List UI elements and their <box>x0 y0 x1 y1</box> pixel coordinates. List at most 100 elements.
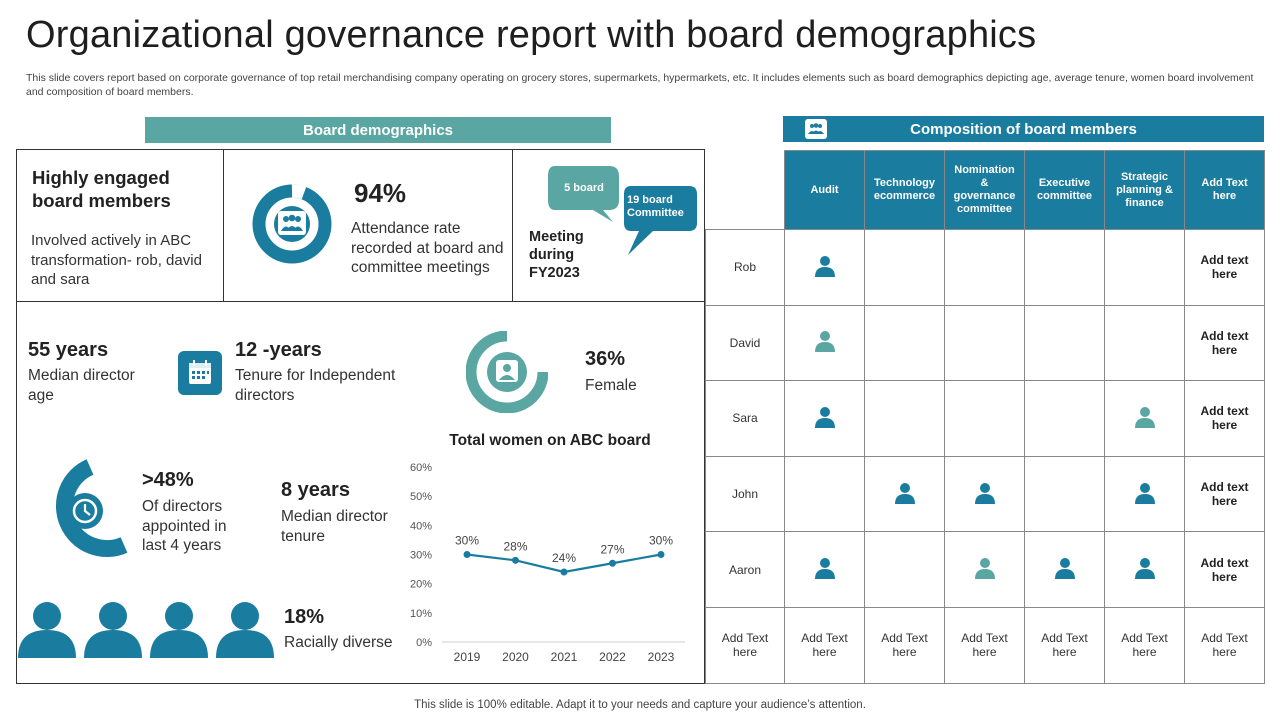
member-icon <box>814 255 836 280</box>
table-row: David Add text here <box>705 304 1265 382</box>
table-row: Aaron Add text here <box>705 531 1265 608</box>
membership-cell <box>944 531 1025 608</box>
member-icon <box>1054 558 1076 582</box>
column-header-label: Audit <box>810 183 839 196</box>
data-label: 28% <box>503 539 527 553</box>
membership-cell <box>784 229 865 306</box>
membership-cell <box>1024 304 1105 382</box>
member-icon <box>974 482 996 507</box>
y-tick-label: 60% <box>410 462 432 474</box>
member-icon <box>814 558 836 582</box>
membership-cell <box>1104 531 1185 608</box>
data-label: 30% <box>649 534 673 548</box>
y-tick-label: 40% <box>410 520 432 532</box>
table-footer-row: Add Text here Add Text here Add Text here A… <box>705 606 1265 684</box>
y-tick-label: 10% <box>410 608 432 620</box>
x-tick-label: 2019 <box>454 650 481 664</box>
board-bubble-icon <box>548 166 619 222</box>
attendance-box: 94% Attendance rate recorded at board an… <box>223 149 513 302</box>
table-row: Sara Add text here <box>705 380 1265 457</box>
member-name: Sara <box>705 380 785 457</box>
add-text-label: Add Text here <box>801 631 848 660</box>
membership-cell <box>1024 531 1105 608</box>
add-text-label: Add text here <box>1200 328 1249 357</box>
membership-cell <box>1104 455 1185 533</box>
column-header-label: Strategic planning & finance <box>1116 170 1173 209</box>
member-icon <box>1134 558 1156 582</box>
x-tick-label: 2021 <box>551 650 578 664</box>
y-tick-label: 30% <box>410 550 432 562</box>
member-name: Rob <box>705 229 785 306</box>
add-text-cell: Add Text here <box>944 606 1025 684</box>
data-point <box>560 568 568 576</box>
column-header: Executive committee <box>1024 150 1105 230</box>
data-point <box>657 551 665 558</box>
group-icon <box>278 211 306 235</box>
page-title: Organizational governance report with bo… <box>26 14 1037 56</box>
attendance-label: Attendance rate recorded at board and co… <box>351 220 504 276</box>
membership-cell <box>864 380 945 457</box>
add-text-cell: Add text here <box>1184 229 1265 306</box>
x-tick-label: 2023 <box>648 650 675 664</box>
membership-cell <box>944 455 1025 533</box>
engaged-box: Highly engaged board members Involved ac… <box>16 149 224 302</box>
membership-cell <box>784 531 865 608</box>
composition-table: Audit Technology ecommerce Nomination & go… <box>705 150 1265 684</box>
committee-bubble-text: 19 board Committee <box>627 194 684 219</box>
column-header-label: Technology ecommerce <box>873 177 936 202</box>
add-text-label: Add Text here <box>1201 631 1248 660</box>
female-label: Female <box>585 377 637 394</box>
composition-header: Composition of board members <box>783 116 1264 142</box>
page-subtitle: This slide covers report based on corpor… <box>26 72 1254 98</box>
add-text-label: Add Text here <box>1041 631 1088 660</box>
composition-header-label: Composition of board members <box>910 120 1137 138</box>
column-header: Nomination & governance committee <box>944 150 1025 230</box>
add-text-label: Add Text here <box>721 631 769 660</box>
add-text-label: Add text here <box>1200 480 1249 509</box>
membership-cell <box>864 531 945 608</box>
meetings-box: 5 board 19 board Committee Meeting durin… <box>512 149 705 302</box>
table-row: Rob Add text here <box>705 229 1265 306</box>
data-point <box>512 556 519 564</box>
committee-bubble-icon <box>624 186 697 255</box>
member-icon <box>1134 482 1156 507</box>
column-header: Technology ecommerce <box>864 150 945 230</box>
column-header-label: Nomination & governance committee <box>953 164 1016 215</box>
member-name: David <box>705 304 785 382</box>
engaged-heading: Highly engaged board members <box>32 167 171 211</box>
membership-cell <box>944 229 1025 306</box>
women-line-chart: 0% 10% 20% 30% 40% 50% 60% 30% 2019 28% 2020 24% 202… <box>410 462 685 664</box>
column-header-label: Add Text here <box>1201 177 1248 202</box>
add-text-label: Add text here <box>1200 555 1249 584</box>
add-text-cell: Add Text here <box>1184 606 1265 684</box>
add-text-label: Add Text here <box>1121 631 1168 660</box>
x-tick-label: 2020 <box>502 650 529 664</box>
membership-cell <box>864 455 945 533</box>
membership-cell <box>944 304 1025 382</box>
membership-cell <box>864 304 945 382</box>
add-text-label: Add Text here <box>961 631 1008 660</box>
membership-cell <box>1024 380 1105 457</box>
data-label: 30% <box>455 534 479 548</box>
add-text-cell: Add Text here <box>1024 606 1105 684</box>
add-text-cell: Add Text here <box>784 606 865 684</box>
data-label: 24% <box>552 551 576 565</box>
female-value: 36% <box>585 348 626 370</box>
membership-cell <box>1104 380 1185 457</box>
add-text-cell: Add text here <box>1184 455 1265 533</box>
age-label: Median director age <box>28 367 135 404</box>
female-donut <box>466 331 548 413</box>
add-text-cell: Add Text here <box>1104 606 1185 684</box>
board-demographics-header: Board demographics <box>145 117 611 143</box>
footer-note: This slide is 100% editable. Adapt it to… <box>414 699 866 711</box>
add-text-cell: Add Text here <box>705 606 785 684</box>
membership-cell <box>944 380 1025 457</box>
team-icon <box>805 119 827 139</box>
add-text-cell: Add text here <box>1184 304 1265 382</box>
member-icon <box>814 406 836 431</box>
meetings-label: Meeting during FY2023 <box>529 229 584 281</box>
age-value: 55 years <box>28 339 109 361</box>
tenure-label: Tenure for Independent directors <box>235 367 396 404</box>
data-point <box>609 559 616 567</box>
member-name: Aaron <box>705 531 785 608</box>
